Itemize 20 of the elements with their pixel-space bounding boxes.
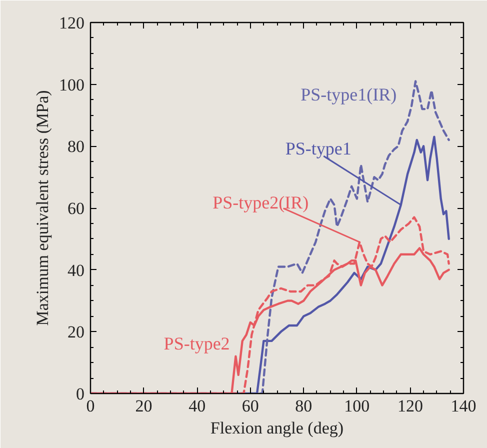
y-tick-label: 120 [59, 14, 84, 32]
text: PS-type2(IR) [212, 192, 309, 212]
series-label: PS-type1(IR) [300, 84, 397, 104]
x-tick-label: 120 [397, 396, 423, 416]
series-label: PS-type2 [164, 333, 230, 354]
y-tick-label: 0 [76, 384, 84, 404]
x-tick-label: 140 [450, 396, 476, 416]
x-tick-label: 100 [344, 396, 370, 416]
y-tick-label: 60 [68, 199, 84, 218]
x-axis-title: Flexion angle (deg) [210, 418, 344, 438]
y-tick-label: 100 [59, 75, 84, 94]
y-axis-title: Maximum equivalent stress (MPa) [33, 90, 52, 326]
x-tick-label: 80 [295, 396, 312, 416]
x-tick-label: 40 [188, 396, 206, 416]
x-tick-label: 20 [135, 396, 152, 416]
y-tick-label: 40 [68, 260, 84, 280]
text: PS-type1 [285, 138, 352, 159]
x-tick-label: 60 [242, 396, 259, 416]
y-tick-label: 20 [68, 322, 84, 342]
y-tick-label: 80 [68, 137, 84, 156]
